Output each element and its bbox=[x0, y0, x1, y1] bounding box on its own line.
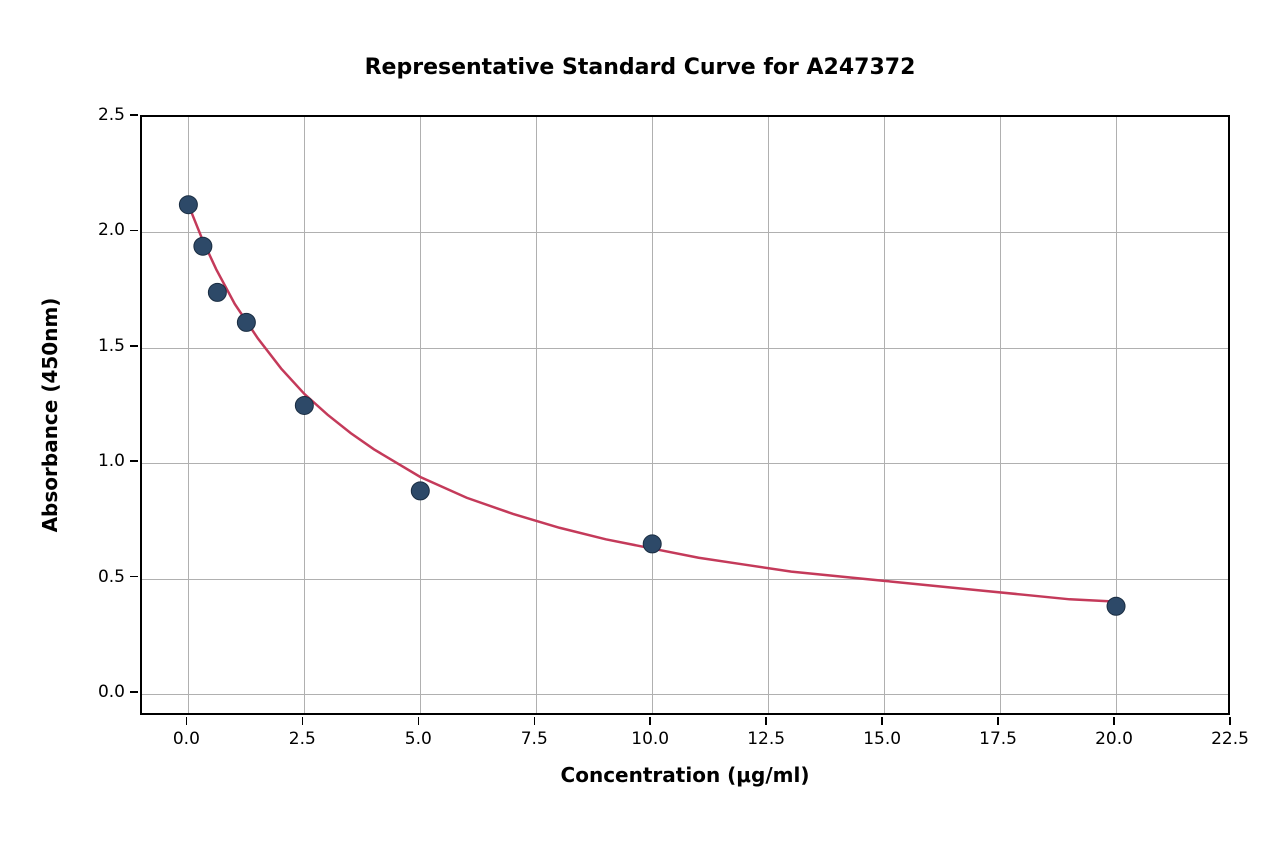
x-tick-mark bbox=[534, 717, 536, 725]
data-point bbox=[295, 396, 313, 414]
x-tick-mark bbox=[649, 717, 651, 725]
x-tick-mark bbox=[418, 717, 420, 725]
x-tick-mark bbox=[997, 717, 999, 725]
x-tick-label: 2.5 bbox=[289, 729, 316, 749]
y-tick-label: 0.0 bbox=[90, 682, 125, 702]
x-tick-mark bbox=[186, 717, 188, 725]
x-tick-label: 0.0 bbox=[173, 729, 200, 749]
x-tick-label: 12.5 bbox=[747, 729, 785, 749]
chart-container: Representative Standard Curve for A24737… bbox=[0, 0, 1280, 845]
data-point bbox=[179, 196, 197, 214]
x-tick-label: 22.5 bbox=[1211, 729, 1249, 749]
y-tick-label: 2.0 bbox=[90, 220, 125, 240]
data-point bbox=[208, 283, 226, 301]
y-tick-label: 2.5 bbox=[90, 105, 125, 125]
x-tick-label: 15.0 bbox=[863, 729, 901, 749]
x-tick-mark bbox=[881, 717, 883, 725]
x-tick-label: 10.0 bbox=[631, 729, 669, 749]
chart-title: Representative Standard Curve for A24737… bbox=[365, 55, 916, 80]
y-tick-mark bbox=[130, 576, 138, 578]
y-tick-label: 0.5 bbox=[90, 567, 125, 587]
y-tick-label: 1.5 bbox=[90, 336, 125, 356]
x-tick-label: 7.5 bbox=[521, 729, 548, 749]
y-tick-label: 1.0 bbox=[90, 451, 125, 471]
y-tick-mark bbox=[130, 691, 138, 693]
x-tick-label: 5.0 bbox=[405, 729, 432, 749]
x-tick-mark bbox=[765, 717, 767, 725]
y-tick-mark bbox=[130, 460, 138, 462]
data-point bbox=[411, 482, 429, 500]
data-point bbox=[1107, 597, 1125, 615]
x-tick-mark bbox=[302, 717, 304, 725]
y-tick-mark bbox=[130, 345, 138, 347]
scatter-points bbox=[142, 117, 1232, 717]
x-tick-label: 20.0 bbox=[1095, 729, 1133, 749]
data-point bbox=[237, 313, 255, 331]
x-tick-label: 17.5 bbox=[979, 729, 1017, 749]
x-axis-label: Concentration (μg/ml) bbox=[561, 763, 810, 787]
x-tick-mark bbox=[1113, 717, 1115, 725]
y-axis-label: Absorbance (450nm) bbox=[38, 298, 62, 533]
plot-area bbox=[140, 115, 1230, 715]
data-point bbox=[194, 237, 212, 255]
y-tick-mark bbox=[130, 114, 138, 116]
x-tick-mark bbox=[1229, 717, 1231, 725]
data-point bbox=[643, 535, 661, 553]
y-tick-mark bbox=[130, 230, 138, 232]
